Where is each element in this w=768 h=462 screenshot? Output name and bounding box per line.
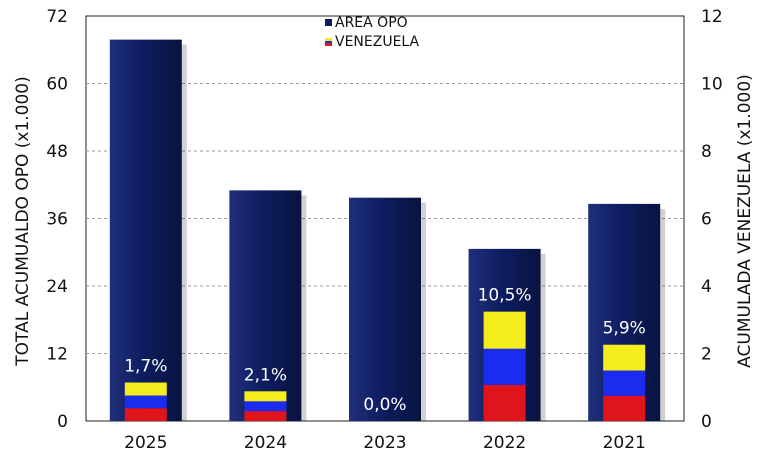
bar-venezuela-segment bbox=[124, 395, 167, 409]
left-axis-ticks: 0 12 24 36 48 60 72 bbox=[46, 7, 68, 432]
right-axis-title: ACUMULADA VENEZUELA (x1.000) bbox=[735, 74, 755, 368]
category-labels: 2025 2024 2023 2022 2021 bbox=[124, 433, 646, 453]
percent-label: 10,5% bbox=[478, 286, 532, 306]
bar-venezuela-segment bbox=[483, 384, 526, 421]
percent-label: 5,9% bbox=[603, 319, 646, 339]
right-tick-label: 2 bbox=[701, 345, 712, 365]
category-label: 2025 bbox=[124, 433, 167, 453]
bar-area-opo bbox=[349, 197, 421, 421]
left-tick-label: 36 bbox=[46, 210, 68, 230]
percent-labels: 1,7% 2,1% 0,0% 10,5% 5,9% bbox=[124, 286, 646, 415]
bars bbox=[109, 39, 666, 421]
bar-venezuela-segment bbox=[244, 411, 287, 421]
percent-label: 1,7% bbox=[124, 357, 167, 377]
left-tick-label: 60 bbox=[46, 75, 68, 95]
bar-venezuela-segment bbox=[603, 344, 646, 371]
legend-swatch-area-opo bbox=[325, 19, 332, 26]
left-tick-label: 0 bbox=[57, 412, 68, 432]
bar-area-opo bbox=[229, 190, 302, 421]
left-axis-title: TOTAL ACUMUALDO OPO (x1.000) bbox=[13, 76, 33, 366]
left-tick-label: 72 bbox=[46, 7, 68, 27]
right-tick-label: 8 bbox=[701, 142, 712, 162]
right-tick-label: 10 bbox=[701, 75, 723, 95]
right-tick-label: 0 bbox=[701, 412, 712, 432]
bar-venezuela-segment bbox=[244, 401, 287, 412]
category-label: 2021 bbox=[603, 433, 646, 453]
bar-venezuela-segment bbox=[124, 382, 167, 396]
bar-venezuela-segment bbox=[603, 395, 646, 421]
left-tick-label: 48 bbox=[46, 142, 68, 162]
category-label: 2022 bbox=[483, 433, 526, 453]
legend-swatch-venezuela bbox=[325, 38, 332, 46]
right-tick-label: 6 bbox=[701, 210, 712, 230]
gridlines bbox=[86, 83, 684, 354]
bar-area-opo bbox=[109, 39, 182, 421]
bar-venezuela-segment bbox=[603, 370, 646, 396]
bar-venezuela-segment bbox=[483, 348, 526, 385]
bar-venezuela-segment bbox=[244, 391, 287, 402]
category-label: 2024 bbox=[244, 433, 287, 453]
right-tick-label: 4 bbox=[701, 277, 712, 297]
legend-label-venezuela: VENEZUELA bbox=[335, 34, 420, 50]
bar-venezuela-segment bbox=[483, 311, 526, 349]
legend: AREA OPO VENEZUELA bbox=[325, 15, 420, 50]
legend-label-area-opo: AREA OPO bbox=[335, 15, 408, 31]
left-tick-label: 24 bbox=[46, 277, 68, 297]
category-label: 2023 bbox=[363, 433, 406, 453]
percent-label: 0,0% bbox=[363, 395, 406, 415]
left-tick-label: 12 bbox=[46, 345, 68, 365]
right-tick-label: 12 bbox=[701, 7, 723, 27]
right-axis-ticks: 0 2 4 6 8 10 12 bbox=[701, 7, 723, 432]
bar-venezuela-segment bbox=[124, 408, 167, 421]
percent-label: 2,1% bbox=[244, 365, 287, 385]
